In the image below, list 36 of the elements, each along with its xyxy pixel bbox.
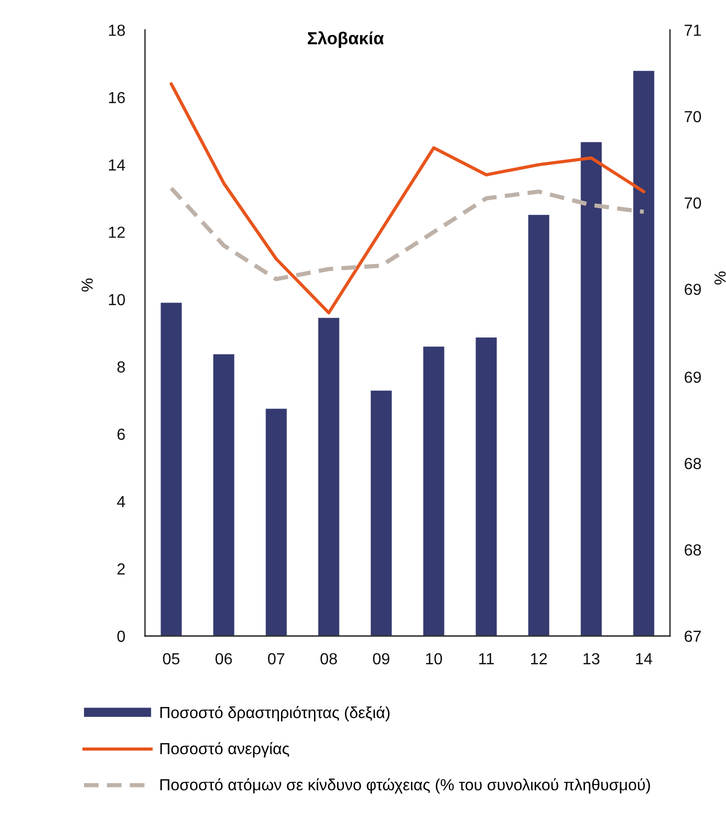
y2-tick-label: 68 [684,544,701,556]
line-series [169,186,646,282]
x-tick-label: 12 [531,653,547,664]
x-tick-label: 13 [584,653,600,664]
y-tick-label: 6 [117,428,125,440]
y-axis-title: % [82,278,93,292]
legend-label: Ποσοστό δραστηριότητας (δεξιά) [160,706,390,722]
y-tick-label: 4 [117,496,126,508]
x-tick-label: 14 [636,653,652,664]
y-tick-label: 18 [109,24,125,36]
y-tick-label: 16 [109,92,125,104]
x-tick-label: 05 [162,653,180,664]
x-tick-label: 07 [268,653,284,664]
y-tick-label: 8 [117,361,125,373]
y2-tick-label: 67 [684,630,701,642]
legend-label: Ποσοστό ατόμων σε κίνδυνο φτώχειας (% του συνολικού πληθυσμού) [160,778,650,794]
x-tick-label: 10 [426,653,442,664]
y2-tick-label: 71 [684,24,701,36]
y2-tick-label: 69 [684,284,701,296]
line-series [170,82,646,314]
y-tick-label: 12 [109,226,125,238]
x-tick-label: 11 [479,653,494,664]
x-tick-label: 09 [372,653,390,664]
y-tick-label: 2 [117,563,125,574]
x-tick-label: 06 [215,653,232,664]
y2-tick-label: 68 [684,458,701,470]
y2-tick-label: 70 [684,197,702,209]
y-tick-label: 0 [117,630,125,642]
y2-axis-title: % [714,271,726,285]
legend-label: Ποσοστό ανεργίας [160,742,290,758]
x-tick-label: 08 [320,653,337,664]
y-tick-label: 10 [109,294,125,306]
y-tick-label: 14 [109,159,126,170]
chart-title: Σλοβακία [308,31,384,48]
y2-tick-label: 69 [684,372,701,383]
y2-tick-label: 70 [684,110,702,122]
